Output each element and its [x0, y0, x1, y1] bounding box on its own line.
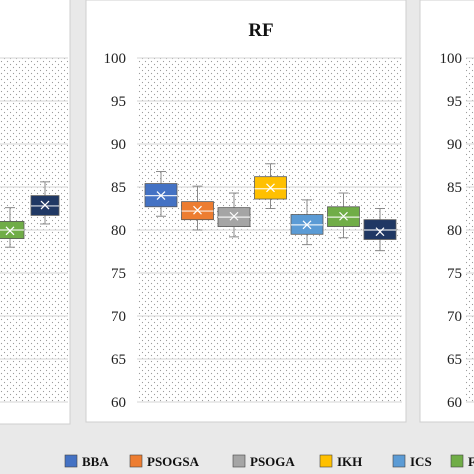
right-y-tick-label: 90	[447, 137, 462, 153]
mean-marker	[266, 183, 275, 193]
right-panel-frame	[419, 0, 474, 423]
center-y-tick-label: 85	[111, 180, 126, 196]
center-y-tick-label: 70	[111, 309, 126, 325]
right-y-tick-label: 70	[447, 309, 462, 325]
center-PSOGA-box	[217, 192, 251, 238]
right-y-tick-label: 100	[440, 51, 463, 67]
center-y-tick-label: 100	[104, 51, 127, 67]
center-y-tick-label: 80	[111, 223, 126, 239]
left-panel	[0, 0, 71, 425]
legend-swatch-ics	[392, 454, 406, 468]
legend-swatch-psoga	[232, 454, 246, 468]
legend-label-psogsa: PSOGSA	[147, 454, 200, 469]
legend-label-fi: FI	[468, 454, 474, 469]
legend-label-psoga: PSOGA	[250, 454, 295, 469]
mean-marker	[375, 227, 385, 237]
mean-marker	[5, 226, 15, 236]
center-PSOGSA-box	[181, 185, 214, 231]
center-IKH-box	[254, 163, 287, 209]
legend-swatch-psogsa	[129, 454, 143, 468]
legend-swatch-ikh	[319, 454, 333, 468]
center-y-tick-label: 75	[111, 266, 126, 282]
center-panel-title: RF	[248, 20, 273, 41]
right-panel: 100 95 90 85 80 75 70 65 60	[419, 0, 474, 423]
center-panel: RF 100 95 90 85 80 75 70 65 60	[85, 0, 407, 423]
chart-legend: BBA PSOGSA PSOGA IKH ICS FI	[64, 454, 474, 469]
right-y-tick-label: 75	[447, 266, 462, 282]
left-series-box	[30, 181, 60, 225]
mean-marker	[229, 211, 239, 221]
mean-marker	[40, 200, 50, 210]
legend-swatch-fi	[450, 454, 464, 468]
legend-label-ics: ICS	[410, 454, 432, 469]
mean-marker	[156, 191, 166, 201]
left-FPA-box	[0, 207, 25, 248]
center-y-tick-label: 95	[111, 94, 126, 110]
mean-marker	[302, 220, 312, 230]
center-y-tick-label: 60	[111, 395, 126, 411]
legend-swatch-bba	[64, 454, 78, 468]
legend-label-ikh: IKH	[337, 454, 362, 469]
right-y-tick-label: 65	[447, 352, 462, 368]
mean-marker	[193, 205, 202, 215]
right-y-tick-label: 60	[447, 395, 462, 411]
center-series-box	[363, 208, 397, 252]
legend-label-bba: BBA	[82, 454, 109, 469]
center-y-tick-label: 90	[111, 137, 126, 153]
mean-marker	[339, 211, 348, 221]
right-y-tick-label: 85	[447, 180, 462, 196]
center-y-tick-label: 65	[111, 352, 126, 368]
center-FPA-box	[327, 192, 360, 239]
right-y-tick-label: 95	[447, 94, 462, 110]
center-BBA-box	[144, 171, 178, 217]
right-y-tick-label: 80	[447, 223, 462, 239]
center-ICS-box	[290, 199, 324, 246]
